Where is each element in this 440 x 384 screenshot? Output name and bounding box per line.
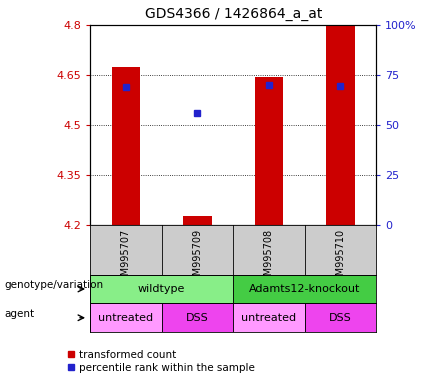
- Text: GSM995710: GSM995710: [335, 228, 345, 288]
- Text: DSS: DSS: [186, 313, 209, 323]
- Title: GDS4366 / 1426864_a_at: GDS4366 / 1426864_a_at: [144, 7, 322, 21]
- Bar: [255, 76, 283, 225]
- Bar: [90, 303, 162, 332]
- Text: Adamts12-knockout: Adamts12-knockout: [249, 284, 360, 294]
- Text: agent: agent: [4, 309, 34, 319]
- Bar: [305, 303, 376, 332]
- Bar: [183, 216, 212, 225]
- Bar: [90, 275, 233, 303]
- Bar: [112, 66, 140, 225]
- Text: GSM995707: GSM995707: [121, 228, 131, 288]
- Text: GSM995709: GSM995709: [192, 228, 202, 288]
- Bar: [233, 275, 376, 303]
- Text: untreated: untreated: [99, 313, 154, 323]
- Text: wildtype: wildtype: [138, 284, 185, 294]
- Text: DSS: DSS: [329, 313, 352, 323]
- Text: GSM995708: GSM995708: [264, 228, 274, 288]
- Text: genotype/variation: genotype/variation: [4, 280, 103, 290]
- Bar: [162, 303, 233, 332]
- Text: untreated: untreated: [242, 313, 297, 323]
- Bar: [233, 303, 305, 332]
- Legend: transformed count, percentile rank within the sample: transformed count, percentile rank withi…: [62, 346, 259, 377]
- Bar: [326, 25, 355, 225]
